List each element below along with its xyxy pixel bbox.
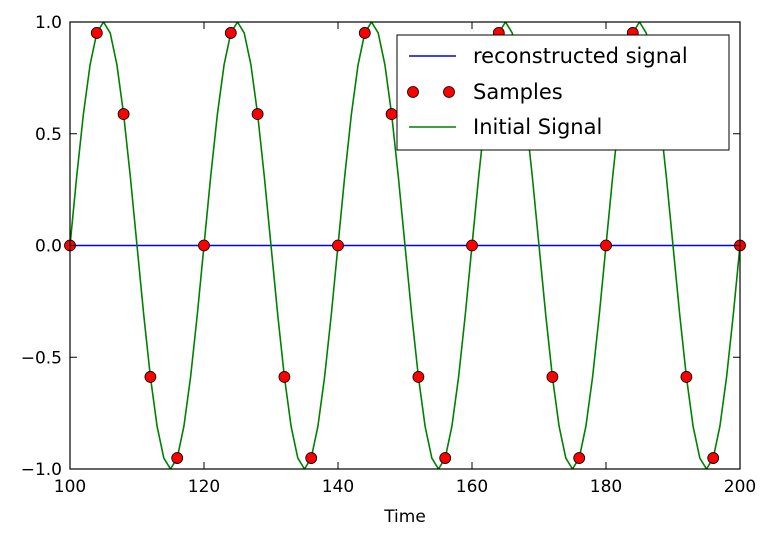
- x-axis-label: Time: [383, 507, 426, 527]
- sample-point: [412, 371, 425, 383]
- x-tick-label: 200: [724, 477, 756, 497]
- y-tick-label: 1.0: [35, 13, 62, 33]
- y-tick-label: 0.0: [35, 237, 62, 257]
- legend-swatch-marker: [407, 86, 419, 98]
- legend-label: Samples: [473, 80, 563, 104]
- sample-point: [573, 452, 586, 464]
- sample-point: [707, 452, 720, 464]
- sample-point: [600, 239, 612, 252]
- sample-point: [466, 239, 478, 252]
- legend-label: reconstructed signal: [473, 44, 688, 68]
- sample-point: [117, 108, 130, 120]
- plot-area-markers: [64, 27, 746, 464]
- sample-point: [90, 27, 103, 39]
- sample-point: [251, 108, 264, 120]
- sample-point: [198, 239, 210, 252]
- legend-entry: Initial Signal: [409, 115, 602, 139]
- ticks-layer: 100 120 140 160 180 200 1.0 0.5 0.0 −0.5 −1.0: [21, 13, 757, 497]
- y-tick-label: −1.0: [21, 460, 62, 480]
- sample-point: [439, 452, 452, 464]
- legend-entry: Samples: [407, 80, 563, 104]
- legend-label: Initial Signal: [473, 115, 602, 139]
- sample-point: [278, 371, 291, 383]
- sample-point: [224, 27, 237, 39]
- x-tick-label: 100: [54, 477, 86, 497]
- x-tick-label: 160: [456, 477, 488, 497]
- legend: reconstructed signal Samples Initial Signa…: [396, 34, 730, 151]
- sample-point: [680, 371, 693, 383]
- sample-point: [144, 371, 157, 383]
- sample-point: [358, 27, 371, 39]
- sample-point: [546, 371, 559, 383]
- sample-point: [385, 108, 398, 120]
- y-tick-label: 0.5: [35, 125, 62, 145]
- series-layer: [64, 22, 746, 469]
- x-tick-label: 180: [590, 477, 622, 497]
- x-tick-label: 140: [322, 477, 354, 497]
- legend-swatch-marker: [443, 86, 455, 98]
- legend-entry: reconstructed signal: [409, 44, 688, 68]
- x-tick-label: 120: [188, 477, 220, 497]
- sample-point: [332, 239, 344, 252]
- sample-point: [171, 452, 184, 464]
- sample-point: [305, 452, 318, 464]
- y-tick-label: −0.5: [21, 348, 62, 368]
